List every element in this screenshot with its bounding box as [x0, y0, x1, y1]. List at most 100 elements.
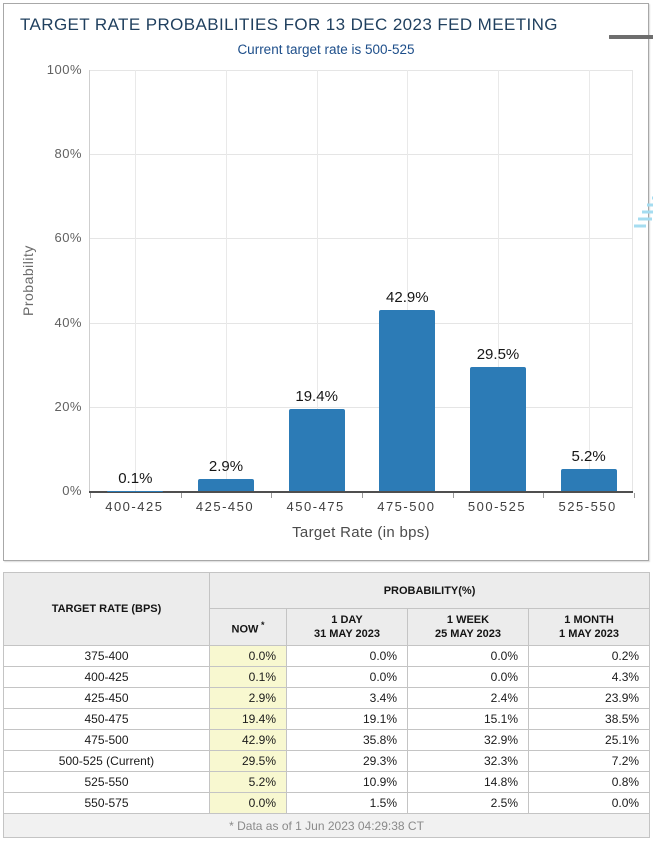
quikstrike-watermark-icon: Q	[630, 142, 653, 232]
plot-area: Q 0.1% 2.9% 19.4% 42.9% 29.5% 5.2%	[89, 70, 653, 498]
cell-probability: 0.2%	[527, 645, 651, 667]
x-axis-tick	[271, 493, 273, 498]
cell-probability: 32.9%	[407, 729, 529, 751]
x-tick-label: 450-475	[286, 499, 345, 514]
table-row: 400-425 0.1% 0.0% 0.0% 4.3%	[3, 666, 651, 688]
table-subheader-1-day: 1 DAY 31 MAY 2023	[286, 608, 408, 646]
cell-target-rate: 550-575	[3, 792, 210, 814]
cell-probability: 14.8%	[407, 771, 529, 793]
y-tick-label: 20%	[54, 398, 82, 414]
cell-probability: 23.9%	[527, 687, 651, 709]
fedwatch-chart-card: TARGET RATE PROBABILITIES FOR 13 DEC 202…	[3, 3, 653, 561]
gridline-vertical	[226, 70, 227, 491]
y-tick-label: 80%	[54, 146, 82, 162]
x-tick-label: 475-500	[377, 499, 436, 514]
bar-value-label: 5.2%	[571, 448, 606, 466]
x-axis-tick	[634, 493, 635, 498]
cell-target-rate: 375-400	[3, 645, 210, 667]
bar-525-550[interactable]	[560, 469, 617, 491]
chart-subtitle: Current target rate is 500-525	[237, 42, 415, 57]
gridline-horizontal	[90, 70, 632, 71]
x-tick-label: 400-425	[105, 499, 164, 514]
cell-probability: 3.4%	[286, 687, 408, 709]
cell-probability: 0.0%	[407, 645, 529, 667]
cell-probability: 35.8%	[286, 729, 408, 751]
y-tick-label: 0%	[62, 483, 82, 498]
cell-probability: 38.5%	[527, 708, 651, 730]
x-axis-tick	[180, 493, 182, 498]
cell-probability: 15.1%	[407, 708, 529, 730]
cell-target-rate: 425-450	[3, 687, 210, 709]
chart-title: TARGET RATE PROBABILITIES FOR 13 DEC 202…	[20, 15, 558, 34]
cell-probability: 2.5%	[407, 792, 529, 814]
y-tick-label: 100%	[46, 62, 82, 77]
gridline-vertical	[407, 70, 409, 491]
bar-value-label: 42.9%	[386, 289, 429, 307]
x-axis-tick	[543, 493, 545, 498]
cell-probability: 1.5%	[286, 792, 408, 814]
table-footnote: * Data as of 1 Jun 2023 04:29:38 CT	[2, 813, 651, 838]
cell-target-rate: 500-525 (Current)	[3, 750, 210, 772]
cell-probability: 19.1%	[286, 708, 408, 730]
bar-value-label: 0.1%	[118, 469, 153, 487]
x-axis-tick-labels: 400-425 425-450 450-475 475-500 500-525 525-5…	[89, 499, 633, 517]
cell-now-probability: 0.1%	[209, 666, 287, 688]
bar-450-475[interactable]	[288, 409, 345, 491]
cell-probability: 32.3%	[407, 750, 529, 772]
bar-value-label: 29.5%	[476, 345, 520, 363]
x-axis-tick	[452, 493, 454, 498]
table-row: 375-400 0.0% 0.0% 0.0% 0.2%	[3, 645, 651, 667]
table-subheader-1-month: 1 MONTH 1 MAY 2023	[527, 608, 651, 646]
cell-now-probability: 19.4%	[209, 708, 287, 730]
x-tick-label: 425-450	[195, 499, 255, 514]
probability-table: TARGET RATE (BPS) PROBABILITY(%) NOW * 1 …	[2, 572, 651, 838]
table-subheader-now: NOW *	[209, 608, 287, 646]
x-tick-label: 525-550	[558, 499, 617, 514]
cell-now-probability: 0.0%	[209, 792, 287, 814]
gridline-vertical	[498, 70, 499, 491]
cell-probability: 4.3%	[527, 666, 651, 688]
bar-475-500[interactable]	[379, 310, 436, 491]
table-header-target-rate: TARGET RATE (BPS)	[3, 572, 210, 646]
cell-probability: 29.3%	[286, 750, 408, 772]
table-row: 450-475 19.4% 19.1% 15.1% 38.5%	[3, 708, 651, 730]
table-row: 525-550 5.2% 10.9% 14.8% 0.8%	[3, 771, 651, 793]
cell-target-rate: 475-500	[3, 729, 210, 751]
bar-500-525[interactable]	[470, 366, 526, 491]
cell-probability: 0.8%	[527, 771, 651, 793]
x-axis-line	[89, 491, 633, 493]
x-axis-tick	[90, 493, 91, 498]
y-tick-label: 60%	[54, 230, 82, 246]
gridline-horizontal	[90, 154, 632, 156]
gridline-horizontal	[90, 238, 632, 240]
hamburger-menu-icon[interactable]	[609, 24, 653, 42]
table-row: 475-500 42.9% 35.8% 32.9% 25.1%	[3, 729, 651, 751]
bar-value-label: 2.9%	[208, 457, 244, 475]
cell-probability: 25.1%	[527, 729, 651, 751]
y-tick-label: 40%	[54, 314, 82, 330]
cell-target-rate: 525-550	[3, 771, 210, 793]
gridline-vertical	[316, 70, 318, 491]
bar-value-label: 19.4%	[295, 388, 338, 406]
gridline-horizontal	[90, 322, 632, 324]
cell-now-probability: 5.2%	[209, 771, 287, 793]
cell-probability: 0.0%	[286, 645, 408, 667]
table-row: 550-575 0.0% 1.5% 2.5% 0.0%	[3, 792, 651, 814]
cell-now-probability: 0.0%	[209, 645, 287, 667]
gridline-vertical	[588, 70, 590, 491]
gridline-horizontal	[90, 406, 632, 408]
cell-probability: 2.4%	[407, 687, 529, 709]
table-row: 425-450 2.9% 3.4% 2.4% 23.9%	[3, 687, 651, 709]
cell-probability: 10.9%	[286, 771, 408, 793]
cell-probability: 0.0%	[407, 666, 529, 688]
gridline-vertical	[135, 70, 137, 491]
table-subheader-1-week: 1 WEEK 25 MAY 2023	[407, 608, 529, 646]
cell-now-probability: 42.9%	[209, 729, 287, 751]
y-axis-tick-labels: 0% 20% 40% 60% 80% 100%	[4, 62, 82, 498]
table-header-probability-group: PROBABILITY(%)	[208, 572, 651, 609]
bar-425-450[interactable]	[198, 478, 254, 491]
cell-probability: 0.0%	[286, 666, 408, 688]
x-axis-tick	[362, 493, 363, 498]
x-tick-label: 500-525	[467, 499, 527, 514]
x-axis-title: Target Rate (in bps)	[292, 524, 430, 541]
